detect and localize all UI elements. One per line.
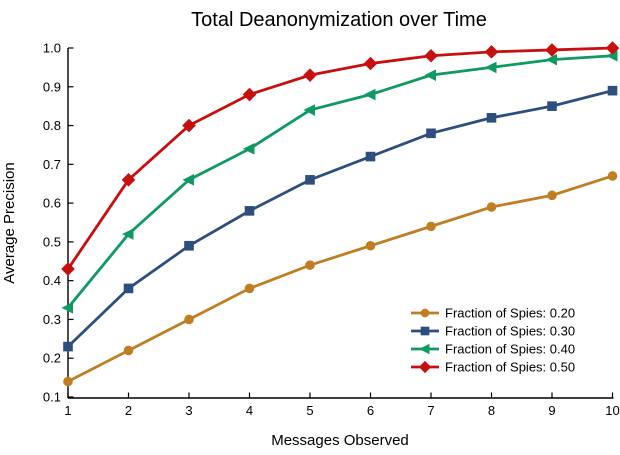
data-point-marker (63, 376, 73, 387)
data-point-marker (607, 85, 618, 96)
legend-entry: Fraction of Spies: 0.30 (411, 324, 575, 339)
y-tick-label: 0.3 (43, 312, 61, 327)
y-tick-label: 0.9 (43, 79, 61, 94)
data-point-marker (182, 174, 194, 186)
data-point-marker (607, 171, 618, 181)
series-3 (61, 41, 620, 276)
data-point-marker (305, 260, 315, 270)
x-tick-label: 5 (306, 403, 313, 418)
data-point-marker (184, 240, 194, 251)
data-point-marker (365, 151, 376, 162)
data-point-marker (545, 43, 559, 57)
x-tick-label: 1 (64, 403, 71, 418)
legend-label: Fraction of Spies: 0.20 (445, 306, 575, 321)
chart-title: Total Deanonymization over Time (191, 9, 487, 31)
y-tick-label: 0.7 (43, 157, 61, 172)
legend: Fraction of Spies: 0.20 Fraction of Spies… (411, 306, 575, 375)
data-point-marker (244, 283, 255, 294)
x-tick-label: 10 (605, 403, 619, 418)
data-point-marker (419, 343, 430, 355)
x-tick-label: 7 (427, 403, 434, 418)
y-tick-label: 0.6 (43, 196, 61, 211)
x-tick-label: 9 (548, 403, 555, 418)
legend-entry: Fraction of Spies: 0.50 (411, 360, 575, 375)
y-tick-label: 0.2 (43, 351, 61, 366)
series-line (66, 54, 613, 309)
data-point-marker (484, 45, 499, 59)
series-line (67, 89, 613, 348)
data-point-marker (121, 173, 136, 187)
legend-label: Fraction of Spies: 0.50 (445, 360, 575, 375)
data-point-marker (184, 314, 194, 325)
data-point-marker (364, 88, 376, 101)
x-tick-label: 2 (125, 403, 132, 418)
series-layer (61, 41, 620, 387)
axis-spines (67, 48, 614, 399)
data-point-marker (486, 113, 497, 123)
data-point-marker (485, 61, 497, 74)
series-0 (63, 171, 618, 387)
series-2 (61, 49, 618, 314)
data-point-marker (420, 308, 430, 318)
data-point-marker (486, 202, 497, 212)
data-point-marker (63, 341, 73, 352)
data-point-marker (305, 175, 315, 185)
x-tick-label: 8 (488, 403, 495, 418)
data-point-marker (426, 221, 436, 232)
data-point-marker (547, 190, 557, 201)
x-tick-label: 6 (367, 403, 374, 418)
y-tick-label: 0.5 (43, 234, 61, 249)
data-point-marker (424, 69, 436, 81)
series-line (66, 46, 613, 270)
legend-entry: Fraction of Spies: 0.20 (411, 306, 575, 321)
series-line (67, 174, 613, 383)
data-point-marker (303, 68, 317, 82)
axes: 1 2 3 4 5 6 7 8 9 10 0.1 0.2 0.3 0.4 0.5 0.6 0.7 0.8 0.9 1.… (43, 41, 620, 419)
data-point-marker (418, 360, 432, 374)
y-axis-label: Average Precision (1, 162, 18, 283)
x-tick-label: 3 (185, 403, 192, 418)
x-axis-label: Messages Observed (271, 432, 409, 449)
data-point-marker (606, 49, 618, 62)
data-point-marker (182, 118, 196, 133)
legend-label: Fraction of Spies: 0.40 (445, 342, 575, 357)
data-point-marker (61, 302, 73, 314)
data-point-marker (242, 87, 257, 102)
data-point-marker (420, 326, 430, 336)
legend-entry: Fraction of Spies: 0.40 (411, 342, 575, 357)
y-tick-label: 0.4 (43, 273, 61, 288)
data-point-marker (303, 104, 315, 116)
data-point-marker (365, 240, 376, 251)
y-tick-label: 1.0 (43, 41, 61, 56)
data-point-marker (244, 206, 255, 216)
legend-label: Fraction of Spies: 0.30 (445, 324, 575, 339)
data-point-marker (426, 128, 436, 139)
data-point-marker (123, 345, 134, 356)
data-point-marker (424, 48, 438, 63)
data-point-marker (547, 101, 557, 111)
data-point-marker (605, 41, 620, 55)
y-tick-label: 0.8 (43, 118, 61, 133)
data-point-marker (61, 262, 75, 276)
data-point-marker (545, 53, 557, 66)
data-point-marker (363, 56, 378, 71)
x-tick-label: 4 (246, 403, 253, 418)
data-point-marker (243, 143, 255, 155)
data-point-marker (123, 283, 134, 294)
data-point-marker (122, 228, 134, 240)
series-1 (63, 85, 618, 352)
y-tick-label: 0.1 (43, 390, 61, 405)
